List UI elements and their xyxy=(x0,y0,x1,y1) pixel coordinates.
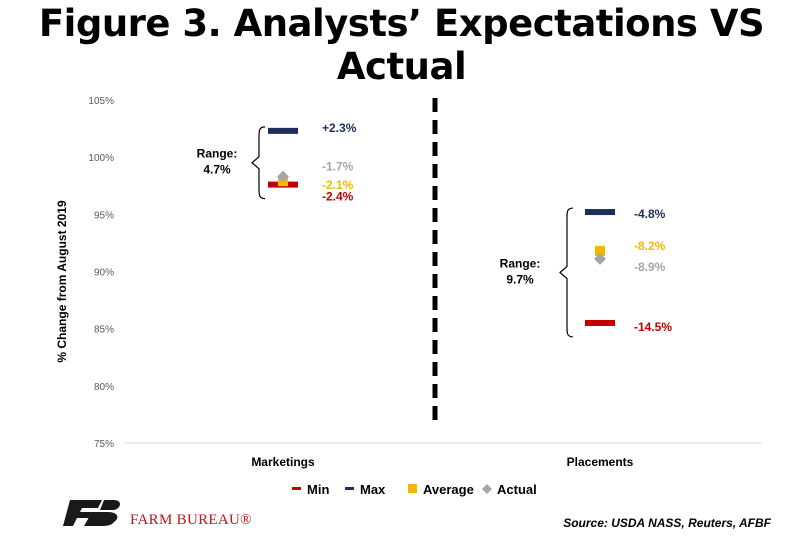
range-brace xyxy=(251,126,266,200)
legend-swatch-min xyxy=(292,487,301,490)
min-marker xyxy=(585,319,615,326)
actual-data-label: -1.7% xyxy=(322,160,354,174)
min-data-label: -2.4% xyxy=(322,190,354,204)
logo-text: FARM BUREAU® xyxy=(130,512,252,528)
chart-title: Figure 3. Analysts’ Expectations VS Actu… xyxy=(38,2,765,88)
legend-swatch-actual xyxy=(482,484,492,494)
range-label: Range: xyxy=(197,147,238,161)
legend-label: Average xyxy=(423,482,474,497)
source-note: Source: USDA NASS, Reuters, AFBF xyxy=(563,516,771,530)
legend-swatch-average xyxy=(408,484,417,493)
x-category-label: Placements xyxy=(567,455,634,469)
y-tick-label: 85% xyxy=(94,325,114,336)
range-brace xyxy=(559,207,574,338)
max-data-label: +2.3% xyxy=(322,121,357,135)
range-value: 9.7% xyxy=(506,272,534,286)
actual-marker xyxy=(594,252,606,265)
actual-data-label: -8.9% xyxy=(634,260,666,274)
y-tick-label: 75% xyxy=(94,439,114,450)
x-category-label: Marketings xyxy=(251,455,315,469)
legend-label: Min xyxy=(307,482,329,497)
y-axis-label: % Change from August 2019 xyxy=(55,200,69,363)
max-marker xyxy=(268,127,298,134)
legend-label: Max xyxy=(360,482,386,497)
y-tick-label: 80% xyxy=(94,382,114,393)
y-tick-label: 105% xyxy=(88,96,114,107)
average-marker xyxy=(595,245,605,256)
y-tick-label: 100% xyxy=(88,153,114,164)
farm-bureau-logo-icon xyxy=(63,500,120,526)
average-data-label: -8.2% xyxy=(634,239,666,253)
max-data-label: -4.8% xyxy=(634,207,666,221)
legend-swatch-max xyxy=(345,487,354,490)
y-tick-label: 90% xyxy=(94,268,114,279)
legend-label: Actual xyxy=(497,482,537,497)
range-label: Range: xyxy=(500,256,541,270)
actual-marker xyxy=(277,170,289,183)
range-value: 4.7% xyxy=(203,163,231,177)
min-data-label: -14.5% xyxy=(634,320,672,334)
max-marker xyxy=(585,209,615,216)
average-data-label: -2.1% xyxy=(322,178,354,192)
y-tick-label: 95% xyxy=(94,210,114,221)
